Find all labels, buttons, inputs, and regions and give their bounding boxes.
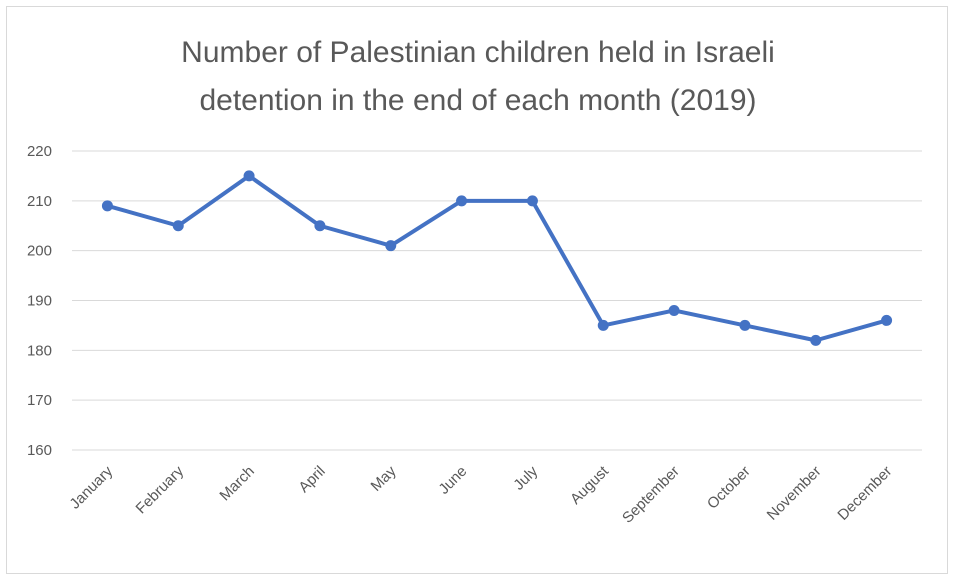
x-tick-label: February: [133, 462, 188, 517]
data-point-september: [668, 304, 680, 316]
y-tick-label: 180: [27, 342, 52, 359]
x-tick-label: July: [510, 462, 541, 493]
data-point-august: [597, 319, 609, 331]
x-tick-label: May: [368, 462, 400, 494]
x-tick-label: September: [619, 463, 683, 527]
y-tick-label: 160: [27, 442, 52, 459]
x-tick-label: October: [704, 463, 754, 513]
data-point-october: [739, 319, 751, 331]
x-tick-label: April: [296, 463, 329, 496]
y-tick-label: 220: [27, 143, 52, 160]
x-tick-label: June: [435, 463, 470, 498]
series-line: [105, 173, 889, 343]
x-tick-label: November: [764, 463, 825, 524]
x-tick-label: December: [834, 463, 895, 524]
y-tick-label: 210: [27, 193, 52, 210]
x-tick-label: August: [567, 462, 613, 508]
x-tick-label: January: [66, 462, 116, 512]
data-point-november: [810, 334, 822, 346]
chart-title-line-1: Number of Palestinian children held in I…: [181, 36, 775, 69]
data-point-april: [314, 220, 326, 232]
data-point-may: [385, 240, 397, 252]
data-point-july: [526, 195, 538, 207]
series-layer: [101, 170, 893, 346]
data-point-march: [243, 170, 255, 182]
chart-frame: [6, 6, 948, 574]
gridlines: [72, 150, 922, 451]
x-tick-label: March: [216, 463, 257, 504]
y-tick-label: 200: [27, 243, 52, 260]
y-axis-tick-labels: 160 170 180 190 200 210 220: [27, 143, 52, 459]
y-tick-label: 190: [27, 293, 52, 310]
y-tick-label: 170: [27, 392, 52, 409]
data-point-january: [101, 200, 113, 212]
data-point-june: [456, 195, 468, 207]
x-axis-tick-labels: January February March April May June July Augu…: [66, 462, 895, 526]
data-point-february: [172, 220, 184, 232]
chart-title-line-2: detention in the end of each month (2019…: [199, 84, 756, 117]
data-point-december: [881, 314, 893, 326]
